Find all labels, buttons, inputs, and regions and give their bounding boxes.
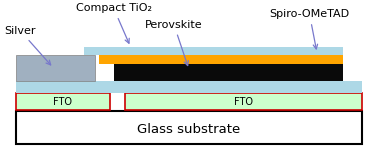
Text: Silver: Silver xyxy=(5,26,51,65)
Bar xyxy=(114,55,343,82)
Bar xyxy=(16,111,362,144)
Text: Glass substrate: Glass substrate xyxy=(137,123,241,136)
Bar xyxy=(16,93,110,110)
Text: Compact TiO₂: Compact TiO₂ xyxy=(76,3,152,43)
Text: FTO: FTO xyxy=(234,97,253,107)
Text: Perovskite: Perovskite xyxy=(145,20,203,66)
Bar xyxy=(16,55,95,82)
Text: Spiro-OMeTAD: Spiro-OMeTAD xyxy=(270,9,350,49)
Text: FTO: FTO xyxy=(53,97,72,107)
Bar xyxy=(125,93,362,110)
Bar xyxy=(16,82,362,93)
Bar xyxy=(84,47,343,55)
Bar xyxy=(99,47,343,64)
